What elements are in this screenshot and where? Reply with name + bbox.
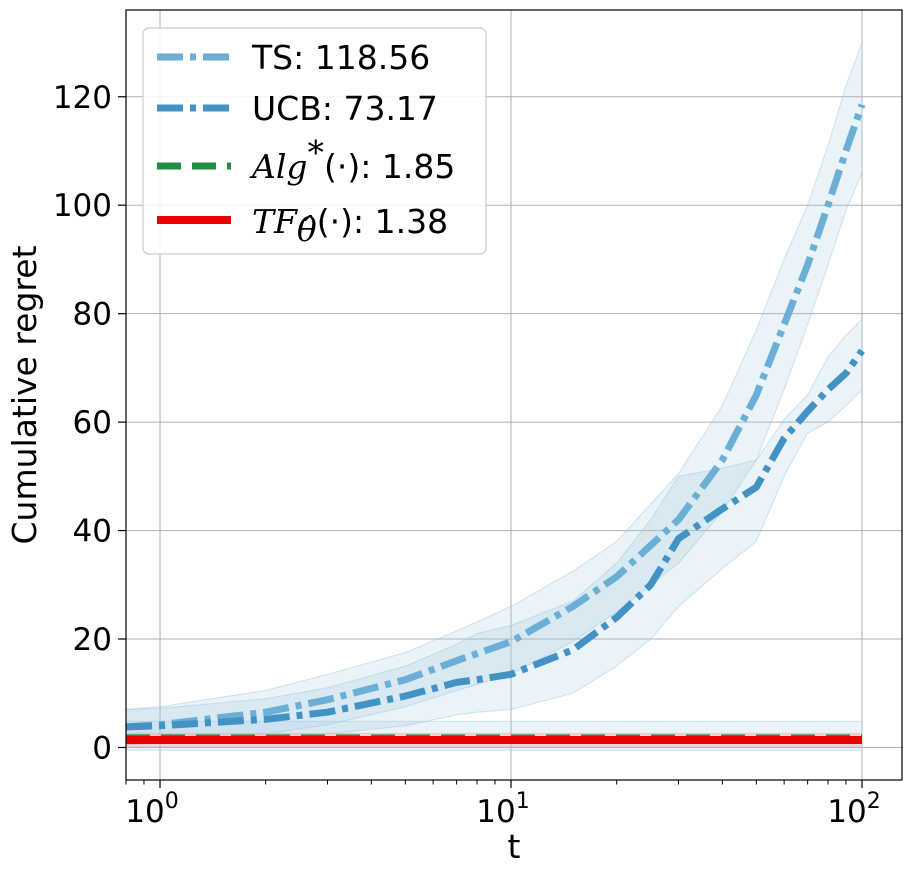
line-ts (125, 103, 866, 731)
legend: TS: 118.56 UCB: 73.17 Alg*(·): 1.85 TFθ̂… (142, 27, 487, 255)
x-tick-label: 102 (827, 789, 880, 830)
x-axis-label: t (508, 827, 521, 866)
x-tick-label: 101 (476, 789, 529, 830)
series-lines (125, 103, 866, 744)
legend-label-ucb: UCB: 73.17 (252, 89, 438, 128)
legend-box (142, 27, 487, 255)
y-tick-label: 0 (92, 730, 112, 766)
x-tick-label: 100 (125, 789, 178, 830)
y-tick-label: 120 (53, 80, 112, 116)
legend-label-tf-theta: TFθ̂(·): 1.38 (252, 202, 448, 249)
y-tick-label: 40 (73, 514, 112, 550)
y-axis-label: Cumulative regret (5, 245, 44, 544)
line-ucb (125, 348, 865, 731)
y-tick-label: 80 (73, 297, 112, 333)
legend-label-alg-star: Alg*(·): 1.85 (249, 133, 455, 186)
y-tick-label: 100 (53, 188, 112, 224)
plot-frame (125, 9, 903, 781)
y-tick-label: 20 (73, 622, 112, 658)
band-ts (125, 42, 863, 746)
axis-ticks: 100 101 102 0 20 40 60 80 100 120 (53, 80, 881, 830)
legend-label-ts: TS: 118.56 (251, 38, 430, 77)
band-ucb (125, 317, 863, 746)
y-tick-label: 60 (73, 405, 112, 441)
